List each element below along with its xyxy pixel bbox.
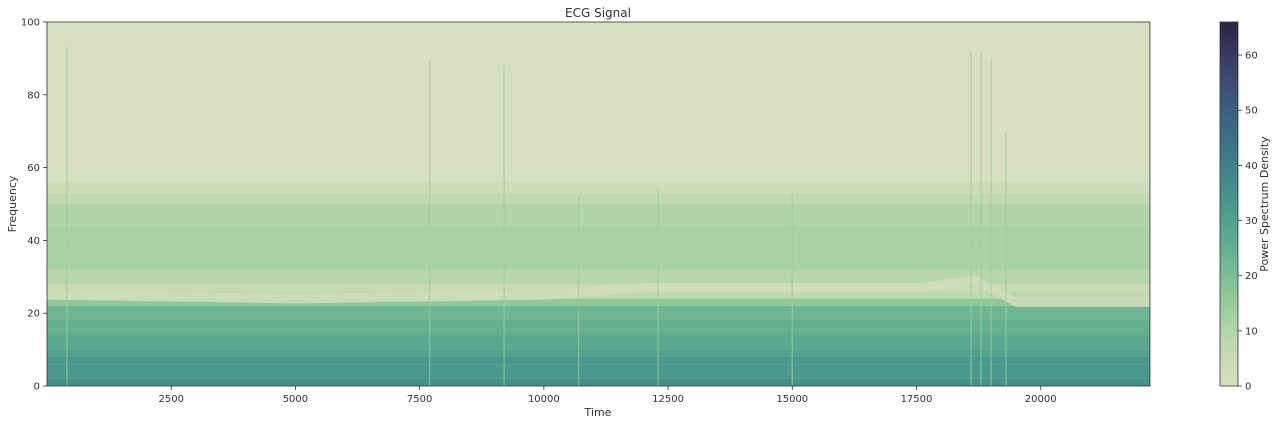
frequency-band	[47, 349, 1150, 357]
colorbar-tick-label: 20	[1245, 271, 1258, 282]
colorbar-tick-label: 0	[1245, 382, 1251, 393]
notch-segment	[916, 275, 977, 293]
frequency-band	[47, 269, 1150, 285]
frequency-band	[47, 298, 1150, 306]
frequency-band	[47, 167, 1150, 183]
y-tick-label: 60	[27, 163, 40, 174]
colorbar-tick-label: 30	[1245, 216, 1258, 227]
frequency-band	[47, 247, 1150, 270]
plot-area	[47, 22, 1150, 386]
colorbar-ticks: 0 10 20 30 40 50 60	[1238, 51, 1258, 393]
notch-segment	[543, 282, 644, 300]
x-tick-label: 2500	[158, 394, 183, 405]
x-tick-label: 5000	[283, 394, 308, 405]
transient-bursts	[66, 47, 1007, 386]
x-tick-label: 20000	[1025, 394, 1057, 405]
x-axis-label: Time	[584, 406, 612, 419]
frequency-band	[47, 356, 1150, 365]
y-tick-label: 20	[27, 309, 40, 320]
colorbar-gradient	[1219, 21, 1239, 387]
notch-segment	[1015, 297, 1150, 308]
x-tick-label: 12500	[652, 394, 684, 405]
x-tick-label: 15000	[776, 394, 808, 405]
notch-segment	[643, 282, 917, 293]
notch-segment	[47, 290, 296, 304]
colorbar-label: Power Spectrum Density	[1258, 136, 1271, 272]
y-tick-label: 40	[27, 236, 40, 247]
frequency-band	[47, 193, 1150, 204]
colorbar: 0 10 20 30 40 50 60 Power Spectrum Density	[1219, 21, 1271, 393]
colorbar-tick-label: 60	[1245, 51, 1258, 62]
notch-segment	[295, 290, 544, 304]
y-axis-label: Frequency	[6, 175, 19, 232]
y-tick-label: 0	[34, 382, 40, 393]
x-tick-label: 17500	[901, 394, 933, 405]
frequency-bands	[47, 22, 1150, 386]
y-tick-label: 100	[21, 18, 40, 29]
frequency-band	[47, 305, 1150, 321]
colorbar-tick-label: 40	[1245, 161, 1258, 172]
frequency-band	[47, 225, 1150, 248]
colorbar-tick-label: 50	[1245, 106, 1258, 117]
y-tick-label: 80	[27, 90, 40, 101]
frequency-band	[47, 371, 1150, 379]
frequency-band	[47, 204, 1150, 226]
chart-title: ECG Signal	[565, 6, 631, 20]
x-tick-label: 7500	[407, 394, 432, 405]
x-tick-label: 10000	[528, 394, 560, 405]
frequency-band	[47, 364, 1150, 372]
x-axis: 2500 5000 7500 10000 12500 15000 17500 20000	[158, 386, 1057, 405]
frequency-band	[47, 320, 1150, 336]
plot-frame	[46, 21, 1151, 387]
frequency-band	[47, 182, 1150, 194]
y-axis: 0 20 40 60 80 100	[21, 18, 47, 393]
frequency-band	[47, 378, 1150, 386]
colorbar-tick-label: 10	[1245, 326, 1258, 337]
frequency-band	[47, 335, 1150, 350]
frequency-band	[47, 22, 1150, 168]
